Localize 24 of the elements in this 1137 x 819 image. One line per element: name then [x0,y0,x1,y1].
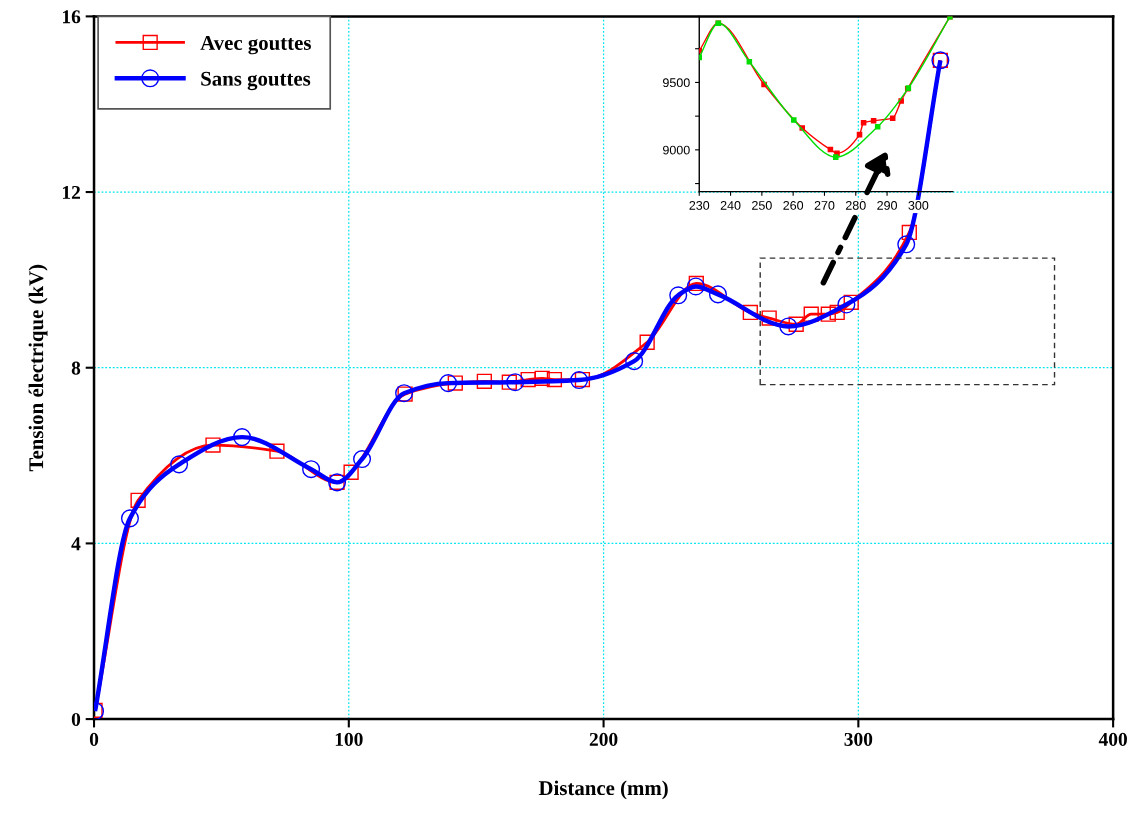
x-tick-label: 400 [1098,732,1127,746]
x-tick-label: 0 [89,732,99,746]
x-axis-title: Distance (mm) [538,780,668,800]
y-tick-label: 12 [62,185,80,199]
x-tick-label: 270 [814,201,835,210]
legend-label: Avec gouttes [200,35,311,55]
y-tick-label: 9500 [663,78,690,88]
x-tick-label: 200 [589,732,618,746]
x-tick-label: 100 [335,732,363,746]
y-tick-label: 8 [71,361,81,375]
x-tick-label: 230 [689,201,710,210]
y-tick-label: 16 [62,10,81,24]
x-tick-label: 300 [844,732,873,746]
x-tick-label: 280 [845,201,866,210]
legend-label: Sans gouttes [201,71,311,91]
x-tick-label: 300 [908,201,929,210]
x-tick-label: 250 [752,201,772,210]
x-tick-label: 240 [720,201,741,210]
x-tick-label: 290 [877,201,898,210]
y-tick-label: 4 [71,537,81,551]
y-tick-label: 9000 [663,145,690,155]
x-tick-label: 260 [783,201,804,210]
y-axis-title: Tension électrique (kV) [28,264,48,472]
y-tick-label: 0 [71,712,81,727]
